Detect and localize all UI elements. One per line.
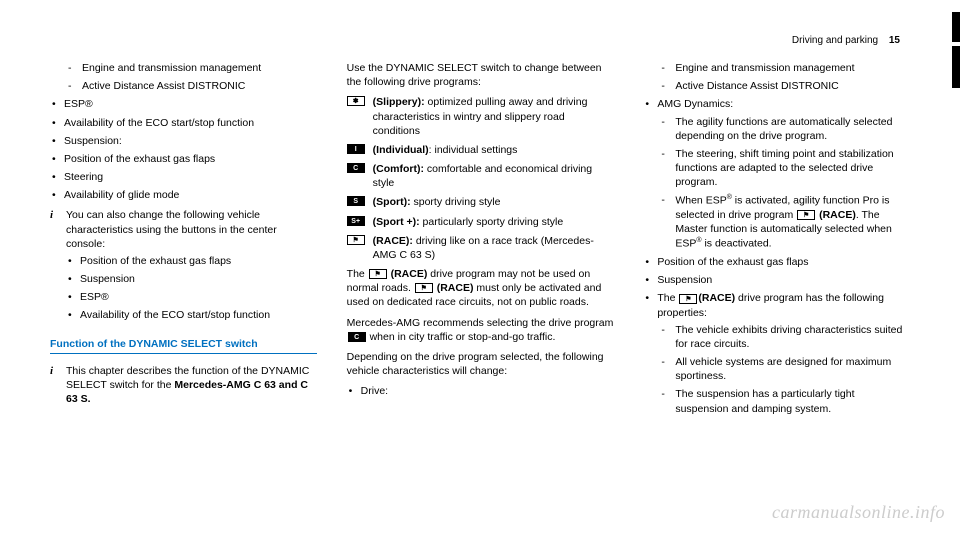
list-item: The vehicle exhibits driving characteris… <box>657 323 910 351</box>
column-1: Engine and transmission management Activ… <box>50 61 317 420</box>
list-item: AMG Dynamics: The agility functions are … <box>643 97 910 251</box>
para: The ⚑ (RACE) drive program may not be us… <box>347 267 614 310</box>
list-item: Active Distance Assist DISTRONIC <box>657 79 910 93</box>
list-item: Steering <box>50 170 317 184</box>
list-item: The steering, shift timing point and sta… <box>657 147 910 190</box>
header-pagenum: 15 <box>889 35 900 46</box>
col1-dash-list: Engine and transmission management Activ… <box>50 61 317 93</box>
info-block: i This chapter describes the function of… <box>50 364 317 407</box>
race-icon: ⚑ <box>679 294 697 304</box>
list-item: Position of the exhaust gas flaps <box>643 255 910 269</box>
mode-list: ✽(Slippery): optimized pulling away and … <box>347 95 614 262</box>
list-item: Drive: <box>347 384 614 398</box>
list-item: Position of the exhaust gas flaps <box>50 152 317 166</box>
race-icon: ⚑ <box>369 269 387 279</box>
list-item: The suspension has a particularly tight … <box>657 387 910 415</box>
column-2: Use the DYNAMIC SELECT switch to change … <box>347 61 614 420</box>
race-icon: ⚑ <box>797 210 815 220</box>
list-item: ESP® <box>66 290 317 304</box>
watermark: carmanualsonline.info <box>772 502 945 523</box>
mode-item: ✽(Slippery): optimized pulling away and … <box>347 95 614 138</box>
comfort-icon: C <box>347 163 365 173</box>
race-icon: ⚑ <box>415 283 433 293</box>
list-item: When ESP® is activated, agility function… <box>657 193 910 251</box>
mode-item: S(Sport): sporty driving style <box>347 195 614 209</box>
col3-dash-list: Engine and transmission management Activ… <box>643 61 910 93</box>
info-icon: i <box>50 208 53 223</box>
list-item: Availability of glide mode <box>50 188 317 202</box>
bullet-list: Drive: <box>347 384 614 398</box>
info-block: i You can also change the following vehi… <box>50 208 317 322</box>
list-item: Availability of the ECO start/stop funct… <box>66 308 317 322</box>
header-title: Driving and parking <box>792 35 878 46</box>
columns-container: Engine and transmission management Activ… <box>50 61 910 420</box>
mode-item: S+(Sport +): particularly sporty driving… <box>347 215 614 229</box>
list-item: Active Distance Assist DISTRONIC <box>64 79 317 93</box>
slippery-icon: ✽ <box>347 96 365 106</box>
info-icon: i <box>50 364 53 379</box>
mode-item: I(Individual): individual settings <box>347 143 614 157</box>
column-3: Engine and transmission management Activ… <box>643 61 910 420</box>
list-item: Suspension: <box>50 134 317 148</box>
para: Depending on the drive program selected,… <box>347 350 614 378</box>
info-text: You can also change the following vehicl… <box>66 209 277 249</box>
list-item: Engine and transmission management <box>657 61 910 75</box>
list-item: Suspension <box>66 272 317 286</box>
list-item: Engine and transmission management <box>64 61 317 75</box>
nested-dash-list: The agility functions are automatically … <box>657 115 910 252</box>
sport-icon: S <box>347 196 365 206</box>
page-content: Driving and parking 15 Engine and transm… <box>0 0 960 440</box>
list-item: All vehicle systems are designed for max… <box>657 355 910 383</box>
list-item: Availability of the ECO start/stop funct… <box>50 116 317 130</box>
mode-item: C(Comfort): comfortable and economical d… <box>347 162 614 190</box>
comfort-icon: C <box>348 332 366 342</box>
list-item: ESP® <box>50 97 317 111</box>
page-header: Driving and parking 15 <box>50 35 910 46</box>
list-item: Position of the exhaust gas flaps <box>66 254 317 268</box>
sport-plus-icon: S+ <box>347 216 365 226</box>
col1-bullet-list: ESP® Availability of the ECO start/stop … <box>50 97 317 202</box>
para: Mercedes-AMG recommends selecting the dr… <box>347 316 614 344</box>
bullet-list: AMG Dynamics: The agility functions are … <box>643 97 910 415</box>
race-icon: ⚑ <box>347 235 365 245</box>
mode-item: ⚑(RACE): driving like on a race track (M… <box>347 234 614 262</box>
section-heading: Function of the DYNAMIC SELECT switch <box>50 337 317 354</box>
individual-icon: I <box>347 144 365 154</box>
list-item: The agility functions are automatically … <box>657 115 910 143</box>
edge-marker <box>952 12 960 42</box>
list-item: Suspension <box>643 273 910 287</box>
info-bullet-list: Position of the exhaust gas flaps Suspen… <box>66 254 317 323</box>
edge-marker <box>952 46 960 88</box>
list-item: The ⚑(RACE) drive program has the follow… <box>643 291 910 415</box>
intro-text: Use the DYNAMIC SELECT switch to change … <box>347 61 614 89</box>
nested-dash-list: The vehicle exhibits driving characteris… <box>657 323 910 416</box>
